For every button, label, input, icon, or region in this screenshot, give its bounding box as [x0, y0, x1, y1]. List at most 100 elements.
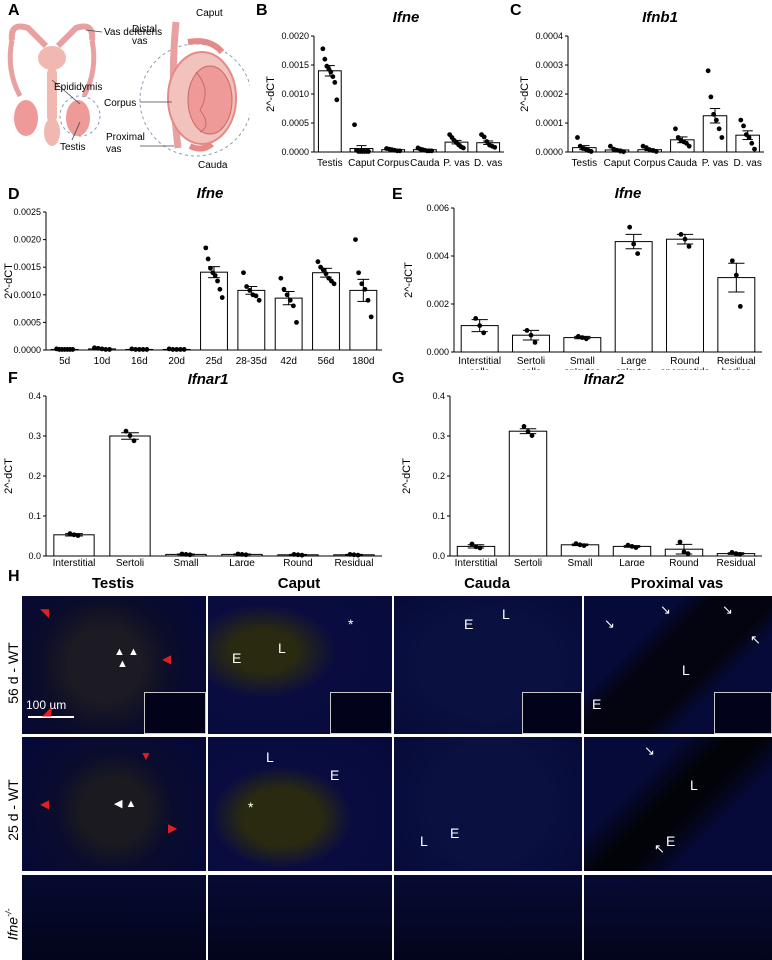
data-point [524, 328, 530, 333]
anatomy-diagram: Vas deferens Epididymis Testis Caput Dis… [7, 8, 250, 171]
data-point [705, 68, 711, 74]
data-point [677, 539, 683, 545]
data-point [347, 552, 353, 557]
data-point [187, 552, 193, 558]
data-point [629, 544, 635, 549]
row-label-ifne-ko: Ifne-/- [4, 894, 21, 954]
category-label: Round [283, 558, 312, 566]
y-tick-label: 0.0015 [281, 60, 309, 70]
row-label-56d-wt: 56 d - WT [5, 642, 21, 704]
y-tick-label: 0.0 [432, 551, 445, 561]
category-label: Testis [572, 158, 598, 169]
category-label: 180d [352, 356, 374, 367]
data-point [682, 236, 688, 242]
micrograph-proximal-vas-ko [584, 875, 772, 960]
category-label: Cauda [668, 158, 698, 169]
panel-label-f: F [8, 370, 18, 387]
y-tick-label: 0.4 [432, 391, 445, 401]
data-point [362, 286, 368, 292]
data-point [131, 438, 137, 444]
micrograph-testis-ko [22, 875, 206, 960]
category-label: P. vas [443, 158, 470, 169]
y-tick-label: 0.0020 [13, 235, 41, 245]
category-label: 5d [59, 356, 70, 367]
data-point [235, 551, 241, 557]
chart-title: Ifnar1 [188, 371, 229, 388]
red-arrowhead-2: ◀ [162, 652, 172, 666]
data-point [212, 273, 218, 278]
scale-bar-label: 100 µm [26, 698, 67, 712]
marker-l: L [420, 833, 428, 849]
marker-l: L [502, 606, 510, 622]
data-point [681, 549, 687, 555]
data-point [353, 237, 358, 242]
label-cauda: Cauda [198, 160, 228, 171]
white-arrowheads: ▲ ▲ ▲ [114, 646, 139, 670]
data-point [477, 323, 483, 328]
chart-b-ifne-tissue: Ifne 2^-dCT 0.0000 0.0005 0.0010 0.0015 0.0020… [265, 9, 504, 169]
micrograph-caput-ko [208, 875, 392, 960]
data-point [281, 286, 287, 292]
chart-d-ifne-age: Ifne 2^-dCT 0.0000 0.0005 0.0010 0.0015 0.0020… [3, 185, 382, 367]
white-arrows: ↘ [604, 616, 615, 631]
micrograph-proximal-vas-25d: L E ↘ ↖ [584, 737, 772, 871]
category-label: 20d [168, 356, 185, 367]
data-point [460, 145, 466, 151]
category-label: Testis [317, 158, 343, 169]
ko-label-superscript: -/- [3, 908, 14, 917]
data-point [653, 149, 659, 154]
y-axis-title: 2^-dCT [401, 458, 413, 494]
inset-caput-56d [330, 692, 392, 734]
y-axis-title: 2^-dCT [3, 263, 15, 299]
data-point [287, 297, 293, 303]
data-point [299, 552, 305, 558]
data-point [366, 149, 371, 154]
data-point [322, 56, 328, 62]
y-axis-title: 2^-dCT [265, 76, 277, 112]
marker-star: * [248, 799, 254, 815]
scale-bar [28, 716, 74, 718]
data-point [244, 284, 250, 289]
y-tick-label: 0.3 [28, 431, 41, 441]
white-arrow-2: ↖ [654, 841, 665, 856]
category-label: Interstitial [458, 356, 501, 367]
label-corpus: Corpus [104, 98, 136, 109]
data-point [633, 545, 639, 550]
category-label: Large [619, 558, 645, 566]
y-tick-label: 0.002 [426, 299, 449, 309]
data-point [170, 347, 176, 352]
micrograph-cauda-56d: E L [394, 596, 582, 734]
bar [508, 430, 548, 557]
y-tick-label: 0.0015 [13, 262, 41, 272]
y-tick-label: 0.2 [28, 471, 41, 481]
col-title-proximal-vas: Proximal vas [630, 575, 724, 592]
data-point [481, 134, 487, 140]
data-point [492, 144, 498, 150]
data-point [686, 244, 692, 249]
epididymis-closeup-drawing [139, 21, 250, 157]
category-label: Residual [717, 356, 756, 367]
data-point [368, 314, 374, 320]
label-testis: Testis [60, 142, 86, 153]
data-point [331, 281, 337, 287]
inset-cauda-56d [522, 692, 582, 734]
data-point [575, 135, 580, 140]
marker-e: E [450, 825, 460, 841]
white-arrow-4: ↖ [750, 632, 761, 647]
data-point [129, 346, 135, 352]
chart-title: Ifnb1 [642, 9, 678, 26]
white-arrow-3: ↘ [722, 602, 733, 617]
y-tick-label: 0.1 [28, 511, 41, 521]
y-tick-label: 0.0004 [535, 31, 563, 41]
data-point [295, 552, 301, 558]
data-point [133, 347, 138, 352]
col-title-caput: Caput [277, 575, 321, 592]
data-point [92, 345, 97, 351]
data-point [749, 140, 755, 146]
marker-e: E [232, 650, 242, 666]
category-label: Residual [335, 558, 374, 566]
micrograph-testis-56d: 100 µm ▲ ▲ ▲ ◥ ◀ ◢ [22, 596, 206, 734]
bar [53, 534, 95, 557]
label-vas-deferens: Vas deferens [104, 27, 162, 38]
data-point [67, 531, 73, 536]
